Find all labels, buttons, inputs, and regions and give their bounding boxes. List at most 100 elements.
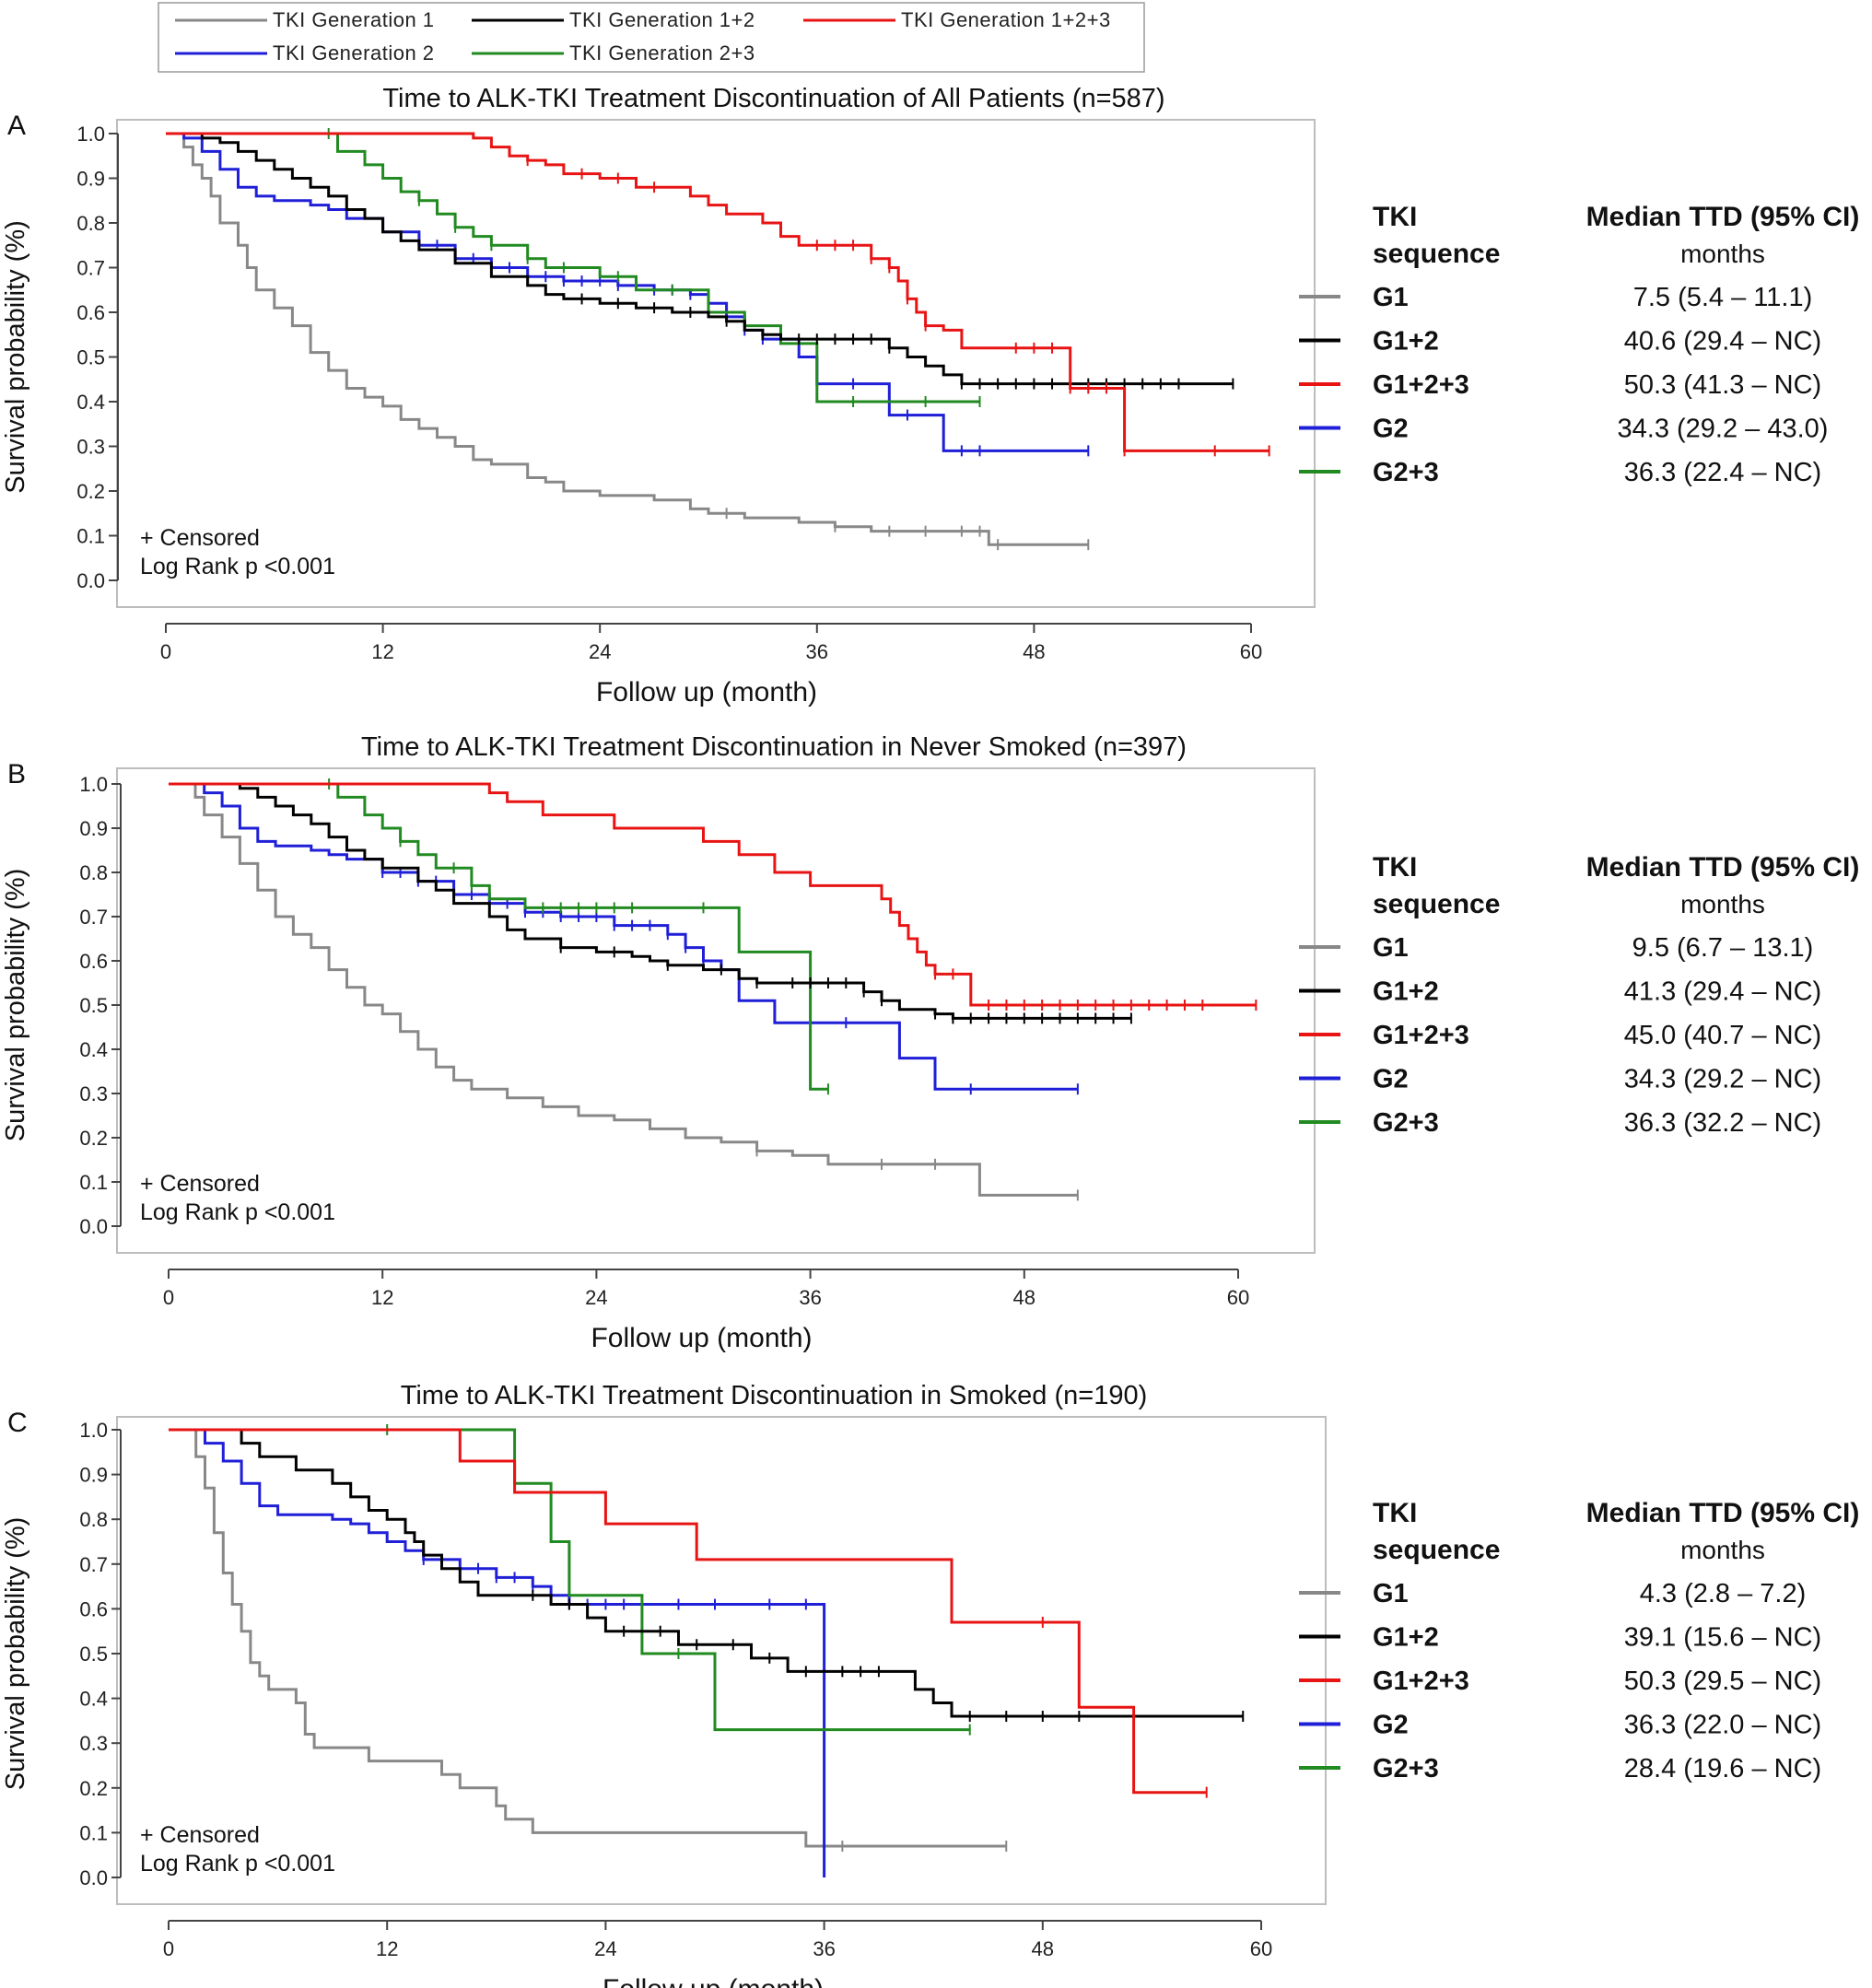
y-tick-label: 0.9: [79, 817, 108, 840]
legend-entry-label: TKI Generation 1+2+3: [901, 8, 1111, 31]
y-tick-label: 0.9: [79, 1464, 108, 1487]
y-tick-label: 0.0: [79, 1866, 108, 1889]
table-header-months: months: [1680, 890, 1765, 918]
y-tick-label: 0.3: [79, 1732, 108, 1755]
y-axis-title: Survival probability (%): [1, 220, 30, 494]
panels: Time to ALK-TKI Treatment Discontinuatio…: [1, 84, 1859, 1988]
legend-entry-label: TKI Generation 2+3: [569, 41, 755, 64]
table-sequence-label: G2+3: [1373, 1108, 1439, 1138]
censored-note: + Censored: [140, 1822, 260, 1848]
y-tick-label: 0.6: [79, 950, 108, 973]
table-sequence-label: G1+2: [1373, 977, 1439, 1007]
km-series-tki-generation-1: [169, 782, 1079, 1201]
y-tick-label: 0.9: [76, 168, 105, 191]
log-rank-note: Log Rank p <0.001: [140, 554, 335, 579]
chart-title: Time to ALK-TKI Treatment Discontinuatio…: [361, 732, 1187, 762]
table-median-value: 9.5 (6.7 – 13.1): [1632, 933, 1814, 963]
y-tick-label: 0.5: [79, 1643, 108, 1666]
y-axis-title: Survival probability (%): [1, 869, 30, 1142]
table-header-sequence: sequence: [1373, 239, 1500, 269]
survival-curve: [169, 782, 828, 1091]
plot-frame: [116, 119, 1316, 608]
survival-curve: [169, 782, 1078, 1197]
table-sequence-label: G2: [1373, 1711, 1409, 1740]
y-tick-label: 0.2: [79, 1127, 108, 1150]
x-tick-label: 0: [160, 640, 171, 663]
table-sequence-label: G2+3: [1373, 458, 1439, 487]
x-tick-label: 12: [376, 1937, 398, 1960]
table-header-sequence: TKI: [1373, 852, 1417, 883]
survival-curve: [169, 782, 1257, 1007]
y-tick-label: 0.2: [76, 480, 105, 503]
survival-curve: [169, 1428, 1007, 1848]
km-series-tki-generation-1: [169, 1428, 1008, 1852]
table-header-sequence: sequence: [1373, 889, 1500, 919]
survival-curve: [169, 1428, 1244, 1718]
x-tick-label: 12: [371, 640, 393, 663]
plot-frame: [116, 1416, 1327, 1905]
table-header-sequence: TKI: [1373, 202, 1417, 232]
y-tick-label: 0.4: [76, 391, 105, 414]
x-tick-label: 12: [371, 1286, 393, 1309]
table-median-value: 34.3 (29.2 – 43.0): [1618, 415, 1829, 444]
table-median-value: 40.6 (29.4 – NC): [1624, 327, 1821, 357]
x-axis-title: Follow up (month): [591, 1323, 812, 1353]
log-rank-note: Log Rank p <0.001: [140, 1851, 335, 1877]
km-series-tki-generation-2+3: [169, 778, 829, 1095]
table-sequence-label: G1: [1373, 1579, 1409, 1608]
survival-curve: [169, 1428, 1207, 1795]
y-tick-label: 0.1: [79, 1171, 108, 1194]
panel-label: B: [7, 759, 26, 789]
y-tick-label: 1.0: [79, 773, 108, 796]
y-tick-label: 0.1: [76, 525, 105, 548]
table-sequence-label: G1: [1373, 283, 1409, 312]
y-tick-label: 0.4: [79, 1688, 108, 1711]
x-tick-label: 36: [799, 1286, 821, 1309]
table-header-median: Median TTD (95% CI): [1586, 852, 1860, 883]
x-axis-title: Follow up (month): [596, 677, 817, 707]
legend-entry-label: TKI Generation 1+2: [569, 8, 755, 31]
table-sequence-label: G1+2+3: [1373, 1021, 1469, 1050]
table-median-value: 36.3 (22.0 – NC): [1624, 1711, 1821, 1740]
x-tick-label: 24: [585, 1286, 607, 1309]
table-sequence-label: G1: [1373, 933, 1409, 963]
panel-label: A: [7, 111, 26, 141]
panel-a: Time to ALK-TKI Treatment Discontinuatio…: [1, 84, 1859, 707]
y-tick-label: 0.3: [79, 1082, 108, 1105]
y-tick-label: 0.3: [76, 436, 105, 459]
panel-label: C: [7, 1408, 28, 1438]
legend-entry-label: TKI Generation 1: [273, 8, 435, 31]
y-tick-label: 0.7: [76, 257, 105, 280]
table-median-value: 50.3 (41.3 – NC): [1624, 370, 1821, 400]
table-sequence-label: G1+2+3: [1373, 1666, 1469, 1696]
survival-curve: [166, 132, 1089, 546]
x-tick-label: 48: [1032, 1937, 1054, 1960]
legend: TKI Generation 1 TKI Generation 2 TKI Gene…: [158, 2, 1145, 73]
y-tick-label: 0.7: [79, 1553, 108, 1576]
x-tick-label: 0: [163, 1286, 174, 1309]
table-header-months: months: [1680, 1536, 1765, 1564]
x-tick-label: 60: [1227, 1286, 1249, 1309]
y-tick-label: 0.8: [79, 1508, 108, 1531]
km-series-tki-generation-1+2: [166, 132, 1234, 390]
y-tick-label: 0.2: [79, 1777, 108, 1800]
x-tick-label: 36: [806, 640, 828, 663]
y-tick-label: 0.7: [79, 906, 108, 929]
x-tick-label: 36: [813, 1937, 835, 1960]
y-tick-label: 1.0: [79, 1419, 108, 1442]
x-tick-label: 0: [163, 1937, 174, 1960]
y-tick-label: 0.6: [79, 1597, 108, 1620]
panel-c: Time to ALK-TKI Treatment Discontinuatio…: [1, 1381, 1859, 1988]
chart-title: Time to ALK-TKI Treatment Discontinuatio…: [382, 84, 1164, 113]
table-sequence-label: G1+2+3: [1373, 370, 1469, 400]
table-median-value: 36.3 (22.4 – NC): [1624, 458, 1821, 487]
km-series-tki-generation-1+2+3: [169, 1428, 1208, 1798]
table-median-value: 36.3 (32.2 – NC): [1624, 1108, 1821, 1138]
table-median-value: 28.4 (19.6 – NC): [1624, 1754, 1821, 1783]
table-sequence-label: G1+2: [1373, 1623, 1439, 1653]
x-tick-label: 60: [1240, 640, 1262, 663]
x-axis-title: Follow up (month): [603, 1974, 824, 1988]
table-header-sequence: sequence: [1373, 1535, 1500, 1565]
y-tick-label: 0.6: [76, 301, 105, 324]
km-series-tki-generation-1+2+3: [166, 132, 1270, 457]
